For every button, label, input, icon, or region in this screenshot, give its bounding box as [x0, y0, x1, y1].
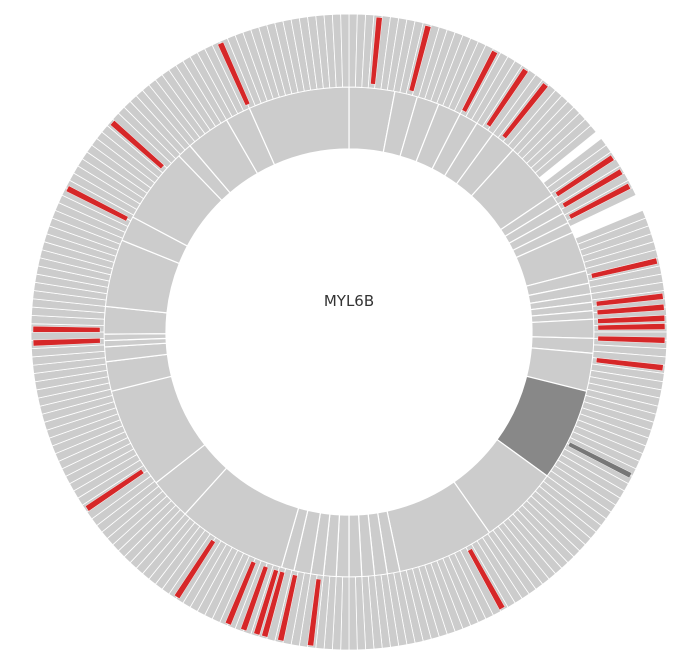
outer-highlight-segment[interactable] [595, 357, 664, 372]
outer-highlight-segment[interactable] [590, 257, 658, 279]
outer-highlight-segment[interactable] [307, 578, 322, 647]
outer-highlight-segment[interactable] [597, 314, 666, 324]
outer-highlight-segment[interactable] [596, 303, 665, 316]
outer-highlight-segment[interactable] [32, 338, 101, 347]
outer-highlight-segment[interactable] [261, 571, 286, 638]
outer-highlight-segment[interactable] [217, 41, 251, 106]
outer-highlight-segment[interactable] [110, 120, 165, 170]
outer-segment[interactable] [340, 13, 350, 88]
outer-highlight-segment[interactable] [174, 539, 216, 599]
outer-selected-segment[interactable] [567, 441, 633, 479]
inner-segment[interactable] [531, 318, 595, 340]
outer-segment[interactable] [566, 187, 637, 228]
outer-highlight-segment[interactable] [225, 560, 257, 626]
outer-highlight-segment[interactable] [240, 565, 269, 632]
outer-segment[interactable] [348, 576, 358, 651]
outer-highlight-segment[interactable] [555, 154, 615, 197]
outer-highlight-segment[interactable] [32, 326, 101, 333]
center-label: MYL6B [324, 292, 374, 310]
inner-ring [103, 86, 595, 578]
outer-highlight-segment[interactable] [485, 68, 529, 128]
outer-highlight-segment[interactable] [277, 574, 298, 642]
outer-highlight-segment[interactable] [597, 335, 666, 344]
outer-ring-highlights [32, 16, 666, 647]
outer-highlight-segment[interactable] [370, 16, 383, 85]
outer-highlight-segment[interactable] [501, 82, 549, 139]
outer-segment[interactable] [534, 124, 597, 179]
outer-highlight-segment[interactable] [461, 50, 498, 113]
outer-highlight-segment[interactable] [597, 323, 666, 331]
outer-highlight-segment[interactable] [467, 548, 506, 611]
outer-highlight-segment[interactable] [85, 468, 145, 512]
outer-highlight-segment[interactable] [562, 168, 624, 208]
outer-highlight-segment[interactable] [65, 185, 129, 222]
outer-highlight-segment[interactable] [253, 569, 279, 636]
outer-highlight-segment[interactable] [408, 25, 432, 92]
outer-highlight-segment[interactable] [568, 183, 631, 220]
outer-highlight-segment[interactable] [595, 292, 664, 307]
